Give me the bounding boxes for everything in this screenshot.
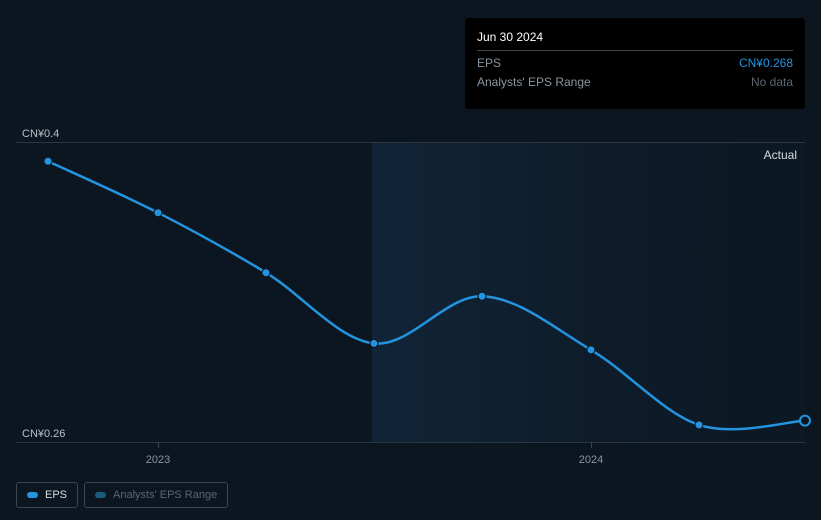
y-axis-label: CN¥0.4 bbox=[22, 128, 59, 140]
data-point[interactable] bbox=[800, 416, 810, 426]
tooltip-row: Analysts' EPS Range No data bbox=[477, 70, 793, 89]
legend-label: Analysts' EPS Range bbox=[113, 489, 217, 501]
tooltip-row-value: No data bbox=[751, 75, 793, 89]
legend: EPS Analysts' EPS Range bbox=[16, 482, 228, 508]
eps-line bbox=[48, 161, 805, 429]
eps-chart-container: Jun 30 2024 EPSCN¥0.268Analysts' EPS Ran… bbox=[0, 0, 821, 520]
x-axis-label: 2024 bbox=[579, 454, 603, 466]
legend-swatch bbox=[27, 492, 38, 498]
chart-tooltip: Jun 30 2024 EPSCN¥0.268Analysts' EPS Ran… bbox=[465, 18, 805, 109]
line-chart-svg bbox=[16, 142, 805, 442]
data-point[interactable] bbox=[478, 292, 486, 300]
data-point[interactable] bbox=[262, 269, 270, 277]
data-point[interactable] bbox=[587, 346, 595, 354]
tooltip-row-label: EPS bbox=[477, 56, 501, 70]
data-point[interactable] bbox=[695, 421, 703, 429]
plot-area: Actual 20232024 bbox=[16, 142, 805, 442]
legend-item[interactable]: Analysts' EPS Range bbox=[84, 482, 228, 508]
tooltip-row-value: CN¥0.268 bbox=[739, 56, 793, 70]
gridline bbox=[16, 442, 805, 443]
legend-label: EPS bbox=[45, 489, 67, 501]
x-axis-label: 2023 bbox=[146, 454, 170, 466]
tooltip-row-label: Analysts' EPS Range bbox=[477, 75, 591, 89]
data-point[interactable] bbox=[44, 157, 52, 165]
legend-item[interactable]: EPS bbox=[16, 482, 78, 508]
tooltip-row: EPS CN¥0.268 bbox=[477, 51, 793, 70]
data-point[interactable] bbox=[154, 209, 162, 217]
legend-swatch bbox=[95, 492, 106, 498]
tooltip-date: Jun 30 2024 bbox=[477, 26, 793, 51]
x-tick-mark bbox=[591, 442, 592, 448]
x-tick-mark bbox=[158, 442, 159, 448]
data-point[interactable] bbox=[370, 339, 378, 347]
